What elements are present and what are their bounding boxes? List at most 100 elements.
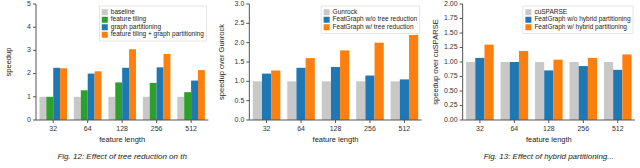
legend: GunrockFeatGraph w/o tree reductionFeatG…: [321, 6, 420, 34]
y-axis-label: speedup over Gunrock: [217, 24, 226, 100]
bar: [46, 97, 53, 120]
bar: [253, 81, 262, 120]
bar: [129, 49, 136, 120]
y-tick-label: 5: [27, 0, 31, 7]
bar: [157, 67, 164, 120]
bar: [271, 71, 280, 120]
y-tick-label: 1.25: [444, 43, 458, 50]
bar: [409, 35, 418, 120]
x-tick-label: 512: [612, 125, 624, 132]
bar: [588, 58, 597, 120]
legend-label: FeatGraph w/ hybrid partitioning: [534, 23, 627, 31]
y-axis-label: speedup: [4, 48, 13, 77]
legend-swatch: [102, 24, 108, 30]
x-tick: [301, 120, 302, 123]
bar: [579, 66, 588, 120]
y-axis-label: speedup over cuSPARSE: [431, 19, 440, 104]
x-tick: [617, 120, 618, 123]
bar: [198, 70, 205, 120]
caption: Fig. 12: Effect of tree reduction on th: [57, 152, 187, 161]
bar: [150, 83, 157, 120]
chart: 0.000.250.500.751.001.251.501.752.003264…: [431, 0, 635, 161]
y-tick-label: 0.0: [235, 116, 245, 123]
bar: [484, 45, 493, 120]
legend-swatch: [525, 24, 531, 30]
bar: [604, 62, 613, 120]
legend: cuSPARSEFeatGraph w/o hybrid partitionin…: [523, 6, 633, 34]
x-tick-label: 64: [510, 125, 518, 132]
bar: [322, 81, 331, 120]
y-tick-label: 0.50: [444, 87, 458, 94]
x-tick: [335, 120, 336, 123]
bar: [287, 81, 296, 120]
x-tick-label: 128: [116, 125, 128, 132]
y-tick-label: 1: [27, 93, 31, 100]
x-axis-label: feature length: [526, 135, 572, 144]
bars: [39, 49, 204, 120]
bar: [122, 68, 129, 120]
legend-swatch: [324, 17, 330, 23]
bar: [519, 51, 528, 120]
bar: [400, 79, 409, 120]
x-tick: [479, 120, 480, 123]
bar: [164, 54, 171, 120]
x-tick: [548, 120, 549, 123]
bar: [177, 97, 184, 120]
legend-box: [99, 6, 206, 41]
y-tick-label: 1.75: [444, 14, 458, 21]
legend-swatch: [102, 17, 108, 23]
x-tick-label: 32: [49, 125, 57, 132]
bar: [365, 76, 374, 120]
x-tick: [514, 120, 515, 123]
bar: [544, 70, 553, 120]
bar: [475, 58, 484, 120]
legend-label: baseline: [111, 8, 136, 15]
x-tick-label: 64: [297, 125, 305, 132]
page: {"chart_data": [ {"type": "bar", "xlabel…: [0, 0, 640, 168]
legend: baselinefeature tilinggraph partitioning…: [99, 6, 206, 41]
legend-label: cuSPARSE: [534, 8, 567, 15]
legend-label: FeatGraph w/ tree reduction: [333, 23, 414, 31]
bar: [74, 97, 81, 120]
x-tick-label: 512: [185, 125, 197, 132]
x-tick-label: 256: [364, 125, 376, 132]
legend-swatch: [525, 17, 531, 23]
legend-label: feature tiling + graph partitioning: [111, 30, 204, 38]
x-axis-label: feature length: [313, 135, 359, 144]
y-axis: [462, 4, 463, 120]
bar: [108, 97, 115, 120]
x-tick-label: 256: [151, 125, 163, 132]
legend-swatch: [525, 9, 531, 15]
bar: [535, 62, 544, 120]
bar: [613, 70, 622, 120]
bar: [115, 82, 122, 120]
y-tick-label: 1.0: [235, 77, 245, 84]
bar: [95, 71, 102, 120]
x-tick: [369, 120, 370, 123]
y-tick-label: 1.00: [444, 58, 458, 65]
legend-swatch: [102, 9, 108, 15]
bar: [622, 54, 631, 120]
x-tick: [53, 120, 54, 123]
bar: [81, 90, 88, 120]
bar: [39, 97, 46, 120]
x-tick-label: 128: [543, 125, 555, 132]
chart: 0123453264128256512feature lengthspeedup…: [4, 0, 208, 161]
x-tick: [583, 120, 584, 123]
bar: [143, 97, 150, 120]
bar: [60, 68, 67, 120]
y-axis: [249, 4, 250, 120]
y-tick-label: 2.0: [235, 39, 245, 46]
x-tick: [156, 120, 157, 123]
y-tick-label: 1.5: [235, 58, 245, 65]
caption: Fig. 13: Effect of hybrid partitioning..…: [484, 152, 614, 161]
bar: [375, 43, 384, 120]
y-tick-label: 2.5: [235, 19, 245, 26]
legend-swatch: [324, 24, 330, 30]
y-tick-label: 1.50: [444, 29, 458, 36]
bar: [306, 58, 315, 120]
legend-box: [523, 6, 633, 34]
chart: 0.00.51.01.52.02.53.03264128256512featur…: [217, 0, 421, 144]
y-tick-label: 0: [27, 116, 31, 123]
x-tick: [122, 120, 123, 123]
